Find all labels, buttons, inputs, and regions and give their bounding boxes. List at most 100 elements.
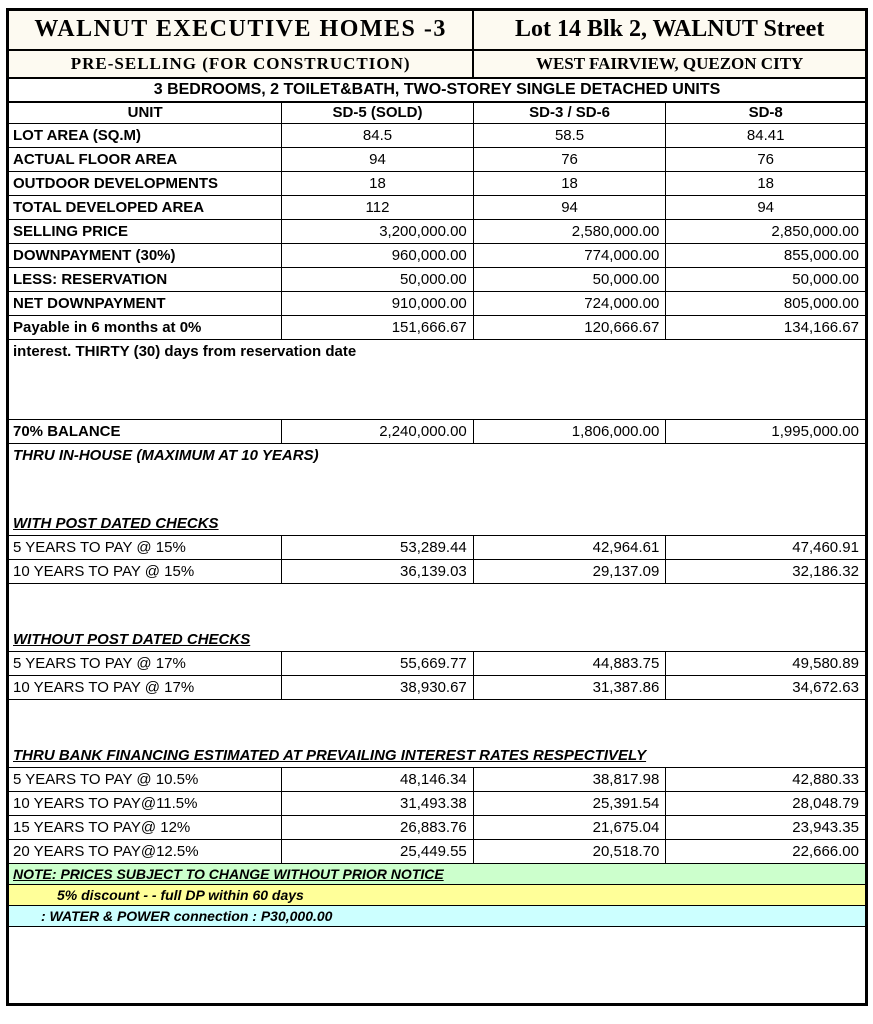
header-row-status: PRE-SELLING (FOR CONSTRUCTION) WEST FAIR… (6, 48, 868, 79)
cell-value: 855,000.00 (665, 243, 867, 268)
section-row: THRU IN-HOUSE (MAXIMUM AT 10 YEARS) (8, 444, 867, 468)
table-row: 15 YEARS TO PAY@ 12% 26,883.76 21,675.04 23… (6, 815, 867, 840)
cell-value: 18 (665, 171, 867, 196)
cell-value: 25,449.55 (281, 839, 474, 864)
cell-value: 53,289.44 (281, 535, 474, 560)
table-row: 5 YEARS TO PAY @ 15% 53,289.44 42,964.61 47… (6, 535, 867, 560)
cell-value: 50,000.00 (665, 267, 867, 292)
cell-value: 55,669.77 (281, 651, 474, 676)
note-text: NOTE: PRICES SUBJECT TO CHANGE WITHOUT P… (7, 863, 867, 885)
cell-value: 76 (665, 147, 867, 172)
cell-value: 44,883.75 (472, 651, 667, 676)
blank-row (8, 927, 867, 1005)
cell-value: 31,387.86 (472, 675, 667, 700)
table-row: LESS: RESERVATION 50,000.00 50,000.00 50,00… (6, 267, 867, 292)
cell-value: 1,806,000.00 (472, 419, 667, 444)
column-header-sd-8: SD-8 (665, 101, 867, 124)
table-row: ACTUAL FLOOR AREA 94 76 76 (6, 147, 867, 172)
row-label: 15 YEARS TO PAY@ 12% (6, 815, 283, 840)
cell-value: 805,000.00 (665, 291, 867, 316)
section-row: interest. THIRTY (30) days from reservat… (8, 340, 867, 364)
cell-value: 28,048.79 (665, 791, 867, 816)
cell-value: 84.5 (281, 123, 474, 148)
row-label: OUTDOOR DEVELOPMENTS (6, 171, 283, 196)
cell-value: 21,675.04 (472, 815, 667, 840)
cell-value: 18 (472, 171, 667, 196)
blank-cell (8, 364, 867, 420)
cell-value: 910,000.00 (281, 291, 474, 316)
cell-value: 32,186.32 (665, 559, 867, 584)
blank-cell (8, 700, 867, 744)
cell-value: 94 (665, 195, 867, 220)
note-row: 5% discount - - full DP within 60 days (7, 884, 867, 906)
project-title: WALNUT EXECUTIVE HOMES -3 (6, 8, 475, 51)
column-header-row: UNIT SD-5 (SOLD) SD-3 / SD-6 SD-8 (6, 101, 867, 124)
table-row: 10 YEARS TO PAY@11.5% 31,493.38 25,391.54 2… (6, 791, 867, 816)
blank-row (8, 468, 867, 512)
cell-value: 42,880.33 (665, 767, 867, 792)
row-label: 10 YEARS TO PAY @ 15% (6, 559, 283, 584)
section-label: interest. THIRTY (30) days from reservat… (13, 343, 357, 361)
row-label: LESS: RESERVATION (6, 267, 283, 292)
cell-value: 94 (281, 147, 474, 172)
table-row: 20 YEARS TO PAY@12.5% 25,449.55 20,518.70 2… (6, 839, 867, 864)
blank-cell (8, 927, 867, 1005)
header-row-project: WALNUT EXECUTIVE HOMES -3 Lot 14 Blk 2, … (6, 8, 868, 51)
cell-value: 2,580,000.00 (472, 219, 667, 244)
column-header-sd-3-sd-6: SD-3 / SD-6 (472, 101, 667, 124)
cell-value: 25,391.54 (472, 791, 667, 816)
table-row: DOWNPAYMENT (30%) 960,000.00 774,000.00 855… (6, 243, 867, 268)
cell-value: 2,240,000.00 (281, 419, 474, 444)
blank-row (8, 584, 867, 628)
cell-value: 120,666.67 (472, 315, 667, 340)
cell-value: 84.41 (665, 123, 867, 148)
row-label: SELLING PRICE (6, 219, 283, 244)
cell-value: 22,666.00 (665, 839, 867, 864)
cell-value: 3,200,000.00 (281, 219, 474, 244)
cell-value: 1,995,000.00 (665, 419, 867, 444)
table-row: LOT AREA (SQ.M) 84.5 58.5 84.41 (6, 123, 867, 148)
row-label: 5 YEARS TO PAY @ 10.5% (6, 767, 283, 792)
cell-value: 134,166.67 (665, 315, 867, 340)
table-row: 10 YEARS TO PAY @ 17% 38,930.67 31,387.86 3… (6, 675, 867, 700)
cell-value: 23,943.35 (665, 815, 867, 840)
location: WEST FAIRVIEW, QUEZON CITY (472, 48, 868, 79)
blank-cell (8, 468, 867, 512)
table-row: 5 YEARS TO PAY @ 17% 55,669.77 44,883.75 49… (6, 651, 867, 676)
blank-row (8, 700, 867, 744)
section-label: THRU BANK FINANCING ESTIMATED AT PREVAIL… (13, 746, 647, 764)
table-row: 70% BALANCE 2,240,000.00 1,806,000.00 1,995… (6, 419, 867, 444)
cell-value: 960,000.00 (281, 243, 474, 268)
row-label: 5 YEARS TO PAY @ 17% (6, 651, 283, 676)
blank-row (8, 364, 867, 420)
section-label: THRU IN-HOUSE (MAXIMUM AT 10 YEARS) (13, 447, 319, 465)
cell-value: 20,518.70 (472, 839, 667, 864)
section-row: THRU BANK FINANCING ESTIMATED AT PREVAIL… (8, 744, 867, 768)
cell-value: 49,580.89 (665, 651, 867, 676)
cell-value: 29,137.09 (472, 559, 667, 584)
note-text: : WATER & POWER connection : P30,000.00 (7, 905, 867, 927)
cell-value: 76 (472, 147, 667, 172)
row-label: NET DOWNPAYMENT (6, 291, 283, 316)
cell-value: 18 (281, 171, 474, 196)
cell-value: 151,666.67 (281, 315, 474, 340)
row-label: 20 YEARS TO PAY@12.5% (6, 839, 283, 864)
cell-value: 31,493.38 (281, 791, 474, 816)
row-label: LOT AREA (SQ.M) (6, 123, 283, 148)
cell-value: 38,930.67 (281, 675, 474, 700)
section-row: WITH POST DATED CHECKS (8, 512, 867, 536)
note-row: : WATER & POWER connection : P30,000.00 (7, 905, 867, 927)
lot-address: Lot 14 Blk 2, WALNUT Street (472, 8, 868, 51)
cell-value: 724,000.00 (472, 291, 667, 316)
section-row: WITHOUT POST DATED CHECKS (8, 628, 867, 652)
column-header-sd-5-sold: SD-5 (SOLD) (281, 101, 474, 124)
cell-value: 112 (281, 195, 474, 220)
table-row: OUTDOOR DEVELOPMENTS 18 18 18 (6, 171, 867, 196)
table-row: Payable in 6 months at 0% 151,666.67 120,6… (6, 315, 867, 340)
cell-value: 34,672.63 (665, 675, 867, 700)
row-label: 10 YEARS TO PAY@11.5% (6, 791, 283, 816)
table-row: SELLING PRICE 3,200,000.00 2,580,000.00 2,8… (6, 219, 867, 244)
row-label: 70% BALANCE (6, 419, 283, 444)
cell-value: 36,139.03 (281, 559, 474, 584)
